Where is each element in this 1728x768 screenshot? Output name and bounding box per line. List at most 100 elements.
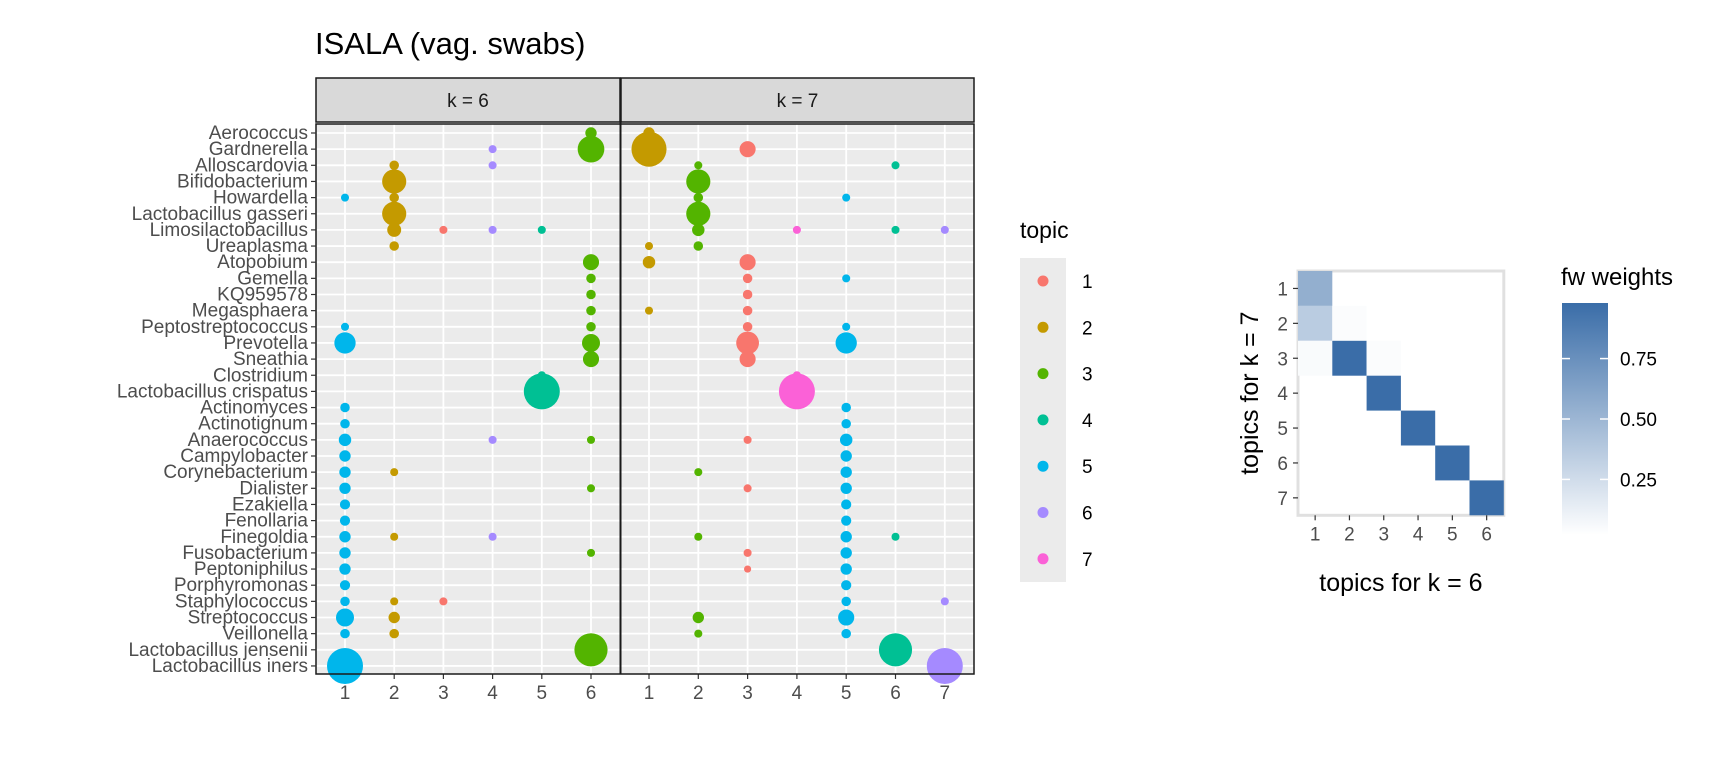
data-point <box>842 194 850 202</box>
data-point <box>841 563 852 574</box>
data-point <box>339 563 350 574</box>
data-point <box>439 597 447 605</box>
colorbar-label: 0.25 <box>1620 470 1657 491</box>
x-tick-label: 4 <box>792 683 803 704</box>
x-tick-label: 2 <box>389 683 400 704</box>
colorbar-label: 0.50 <box>1620 410 1657 431</box>
data-point <box>327 648 363 684</box>
data-point <box>583 254 599 270</box>
legend-title: fw weights <box>1561 264 1673 291</box>
data-point <box>340 629 350 639</box>
data-point <box>389 193 399 203</box>
data-point <box>694 630 702 638</box>
data-point <box>645 242 653 250</box>
heatmap-cell <box>1367 341 1401 376</box>
y-tick-label: 5 <box>1277 419 1288 440</box>
data-point <box>744 436 752 444</box>
data-point <box>524 373 560 409</box>
data-point <box>387 223 401 237</box>
x-tick-label: 4 <box>1413 524 1424 545</box>
chart-title: ISALA (vag. swabs) <box>315 26 586 61</box>
data-point <box>389 161 399 171</box>
facet-panel: k = 7 1 2 3 4 5 6 7 <box>621 78 974 704</box>
data-point <box>389 629 399 639</box>
data-point <box>743 274 753 284</box>
x-tick-label: 1 <box>1310 524 1321 545</box>
panel-background <box>316 124 620 674</box>
data-point <box>836 332 857 353</box>
x-tick-label: 1 <box>644 683 655 704</box>
y-tick-label: 6 <box>1277 454 1288 475</box>
x-tick-label: 5 <box>841 683 852 704</box>
data-point <box>340 597 350 607</box>
data-point <box>582 334 600 352</box>
data-point <box>340 419 350 429</box>
heatmap-cell <box>1367 376 1401 411</box>
data-point <box>586 306 596 316</box>
data-point <box>340 499 350 509</box>
x-tick-label: 3 <box>438 683 449 704</box>
data-point <box>390 597 398 605</box>
legend-key <box>1038 461 1049 472</box>
data-point <box>744 484 752 492</box>
data-point <box>693 612 704 623</box>
x-tick-label: 3 <box>1378 524 1389 545</box>
data-point <box>587 436 595 444</box>
data-point <box>694 468 702 476</box>
data-point <box>744 565 751 572</box>
legend-label: 7 <box>1082 550 1093 571</box>
data-point <box>841 419 851 429</box>
data-point <box>686 202 710 226</box>
data-point <box>339 434 351 446</box>
legend-key <box>1038 322 1049 333</box>
fw-weights-legend: fw weights 0.25 0.50 0.75 <box>1561 264 1673 535</box>
legend-key <box>1038 507 1049 518</box>
data-point <box>927 648 963 684</box>
data-point <box>643 256 655 268</box>
colorbar-label: 0.75 <box>1620 350 1657 371</box>
data-point <box>439 226 447 234</box>
data-point <box>841 597 851 607</box>
y-tick-label: 2 <box>1277 314 1288 335</box>
data-point <box>838 609 854 625</box>
x-tick-label: 5 <box>537 683 548 704</box>
legend-title: topic <box>1020 217 1069 243</box>
legend-label: 6 <box>1082 504 1093 525</box>
x-axis-label: topics for k = 6 <box>1319 569 1482 597</box>
y-tick-label: 7 <box>1277 489 1288 510</box>
data-point <box>879 633 912 666</box>
data-point <box>941 597 949 605</box>
data-point <box>631 132 666 167</box>
data-point <box>389 612 400 623</box>
y-tick-label: 4 <box>1277 384 1288 405</box>
data-point <box>694 161 702 169</box>
data-point <box>743 290 753 300</box>
data-point <box>694 193 704 203</box>
data-point <box>841 531 852 542</box>
data-point <box>334 332 355 353</box>
data-point <box>841 466 852 477</box>
data-point <box>841 580 851 590</box>
heatmap-cell <box>1298 341 1332 376</box>
legend-key <box>1038 368 1049 379</box>
data-point <box>891 161 899 169</box>
data-point <box>489 226 497 234</box>
data-point <box>891 226 899 234</box>
data-point <box>740 254 756 270</box>
data-point <box>538 226 546 234</box>
y-axis-label: topics for k = 7 <box>1236 312 1264 475</box>
dot-plot: k = 6 1 2 3 4 5 6 k = 7 1 2 3 4 5 6 7 AerococcusGardner… <box>117 78 974 704</box>
x-tick-label: 2 <box>693 683 704 704</box>
data-point <box>587 549 595 557</box>
data-point <box>339 466 350 477</box>
data-point <box>841 403 851 413</box>
y-tick-label: 3 <box>1277 349 1288 370</box>
data-point <box>587 484 595 492</box>
y-tick-label: 1 <box>1277 279 1288 300</box>
data-point <box>841 547 852 558</box>
data-point <box>740 351 756 367</box>
data-point <box>336 609 354 627</box>
x-tick-label: 5 <box>1447 524 1458 545</box>
data-point <box>339 450 350 461</box>
x-tick-label: 3 <box>742 683 753 704</box>
